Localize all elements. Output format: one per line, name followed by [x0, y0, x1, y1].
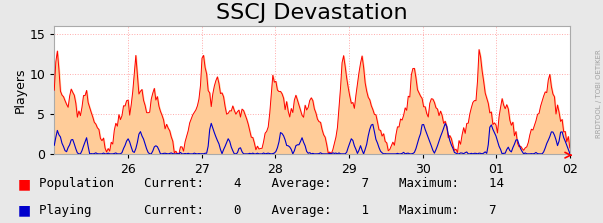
Text: ■: ■	[18, 177, 31, 191]
Y-axis label: Players: Players	[14, 67, 27, 113]
Text: RRDTOOL / TOBI OETIKER: RRDTOOL / TOBI OETIKER	[596, 49, 602, 138]
Text: ■: ■	[18, 204, 31, 218]
Title: SSCJ Devastation: SSCJ Devastation	[216, 3, 408, 23]
Text: Playing       Current:    0    Average:    1    Maximum:    7: Playing Current: 0 Average: 1 Maximum: 7	[39, 204, 497, 217]
Text: Population    Current:    4    Average:    7    Maximum:    14: Population Current: 4 Average: 7 Maximum…	[39, 178, 504, 190]
